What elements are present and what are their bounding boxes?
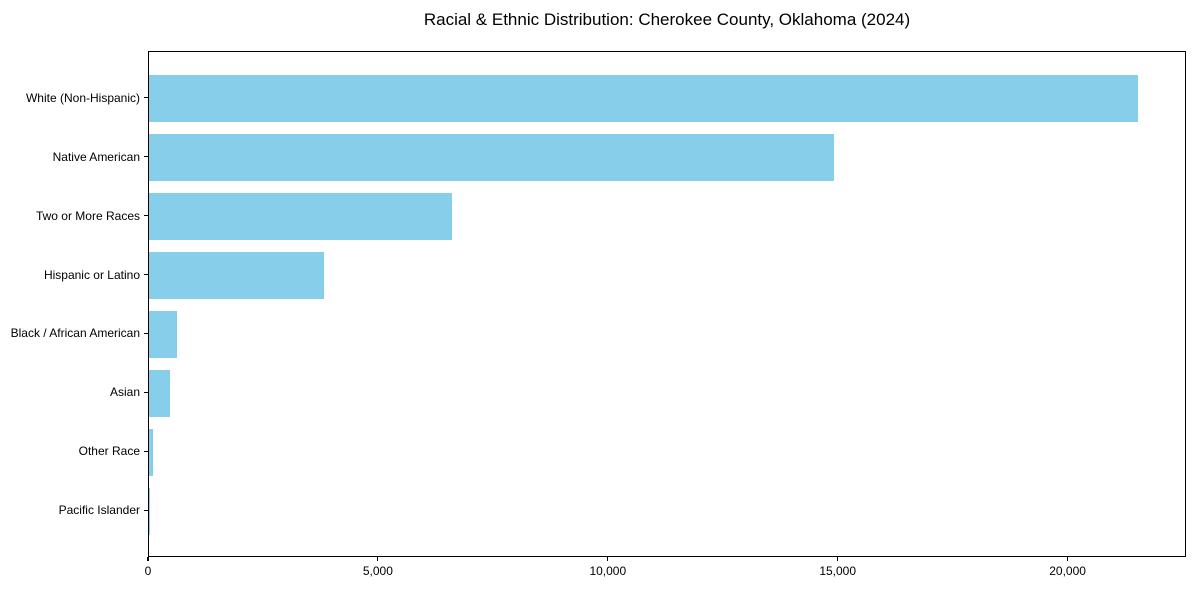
y-tick-label: Black / African American xyxy=(10,326,140,341)
y-tick-label: Hispanic or Latino xyxy=(43,267,140,282)
x-tick-label: 20,000 xyxy=(1049,564,1086,578)
x-tick-label: 0 xyxy=(144,564,152,578)
y-axis-tick xyxy=(144,391,148,394)
bar xyxy=(149,75,1138,123)
y-tick-label: Native American xyxy=(52,149,140,164)
x-tick-label: 5,000 xyxy=(362,564,393,578)
x-axis-tick xyxy=(607,557,609,561)
bar xyxy=(149,192,453,241)
y-axis-tick xyxy=(144,273,148,276)
bar xyxy=(149,251,324,300)
bar xyxy=(149,428,153,477)
bar xyxy=(149,133,835,182)
x-axis-tick xyxy=(1067,557,1069,561)
y-axis-tick xyxy=(144,509,148,511)
x-tick-label: 15,000 xyxy=(819,564,857,578)
x-tick-label: 10,000 xyxy=(589,564,627,578)
bar xyxy=(149,369,170,418)
y-tick-label: Pacific Islander xyxy=(58,503,140,518)
y-tick-label: Other Race xyxy=(78,444,140,459)
bar xyxy=(149,310,177,359)
bar xyxy=(149,487,151,535)
y-axis-tick xyxy=(144,96,148,99)
x-axis-tick xyxy=(147,557,149,561)
y-axis-tick xyxy=(144,450,148,453)
plot-area xyxy=(148,51,1186,557)
y-axis-tick xyxy=(144,155,148,158)
x-axis-tick xyxy=(377,557,379,561)
chart-title: Racial & Ethnic Distribution: Cherokee C… xyxy=(423,10,911,29)
y-axis-tick xyxy=(144,214,148,217)
x-axis-tick xyxy=(837,557,839,561)
y-tick-label: White (Non-Hispanic) xyxy=(25,90,140,105)
y-axis-tick xyxy=(144,332,148,335)
y-tick-label: Two or More Races xyxy=(35,208,140,223)
y-tick-label: Asian xyxy=(109,385,140,400)
